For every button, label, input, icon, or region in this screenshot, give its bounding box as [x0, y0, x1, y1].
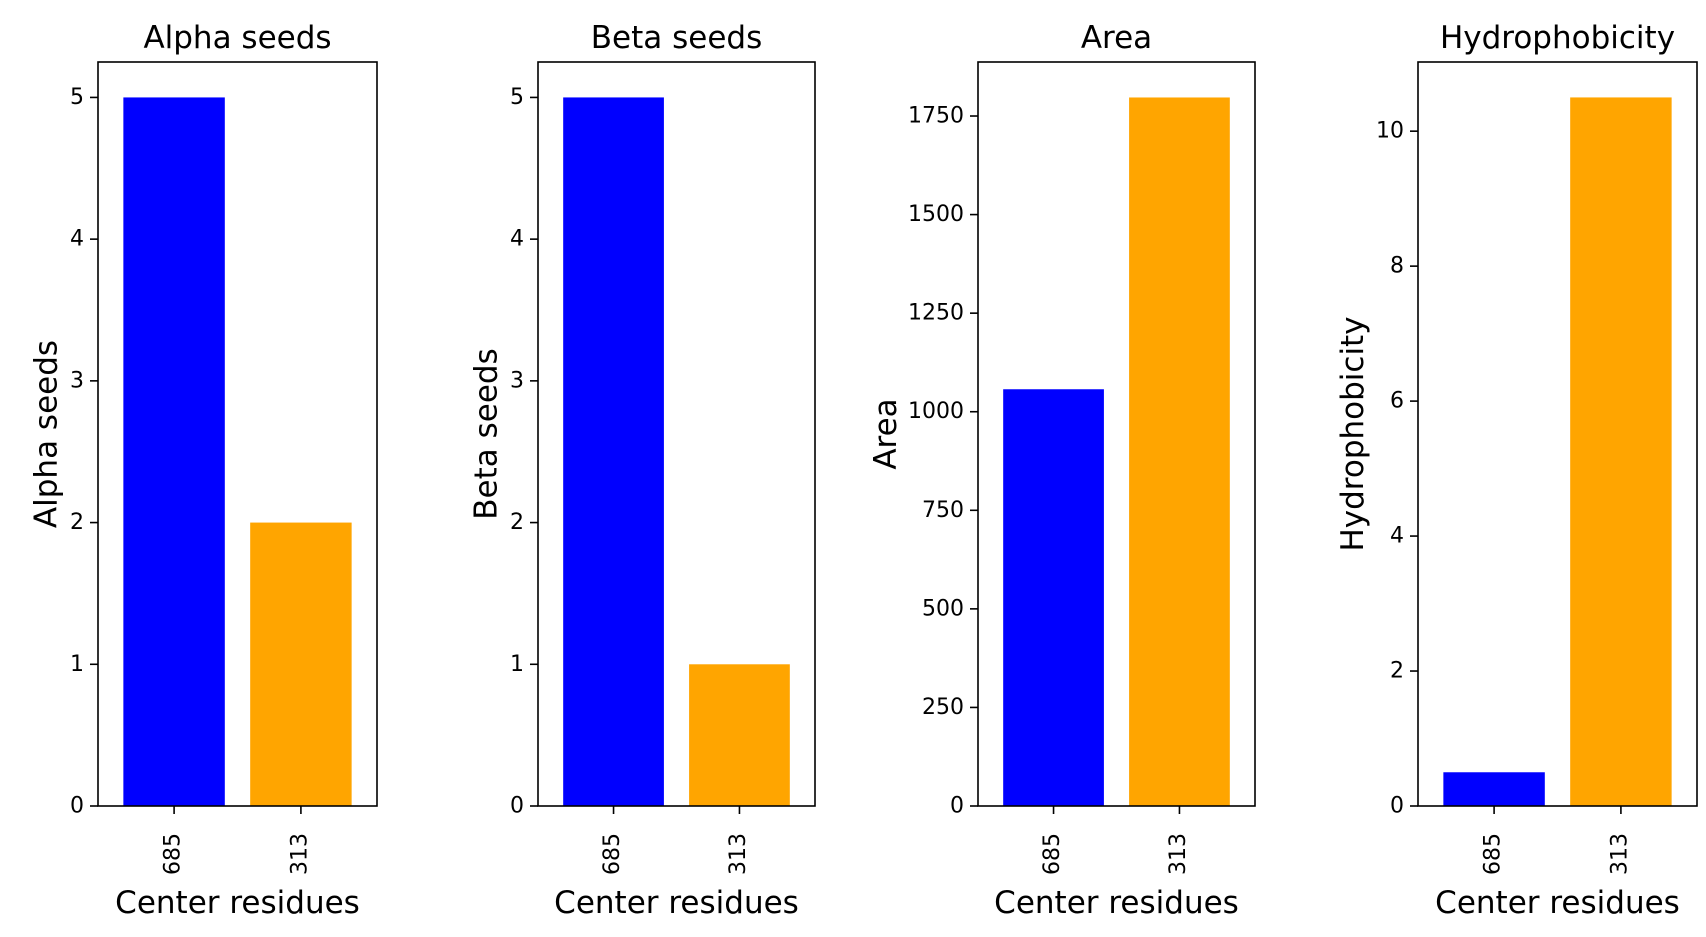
chart-title: Area	[1081, 20, 1152, 56]
x-tick-label: 685	[161, 833, 186, 875]
y-tick-label: 5	[510, 85, 524, 110]
bar-685	[1003, 389, 1104, 806]
y-axis-label: Hydrophobicity	[1335, 316, 1371, 551]
chart-panel-4: 685 313 0 2 4 6 8 10 Hydrophobicity Center residu…	[1335, 20, 1698, 921]
y-tick-label: 6	[1390, 389, 1404, 414]
y-axis-label: Area	[868, 398, 904, 469]
bar-313	[1570, 97, 1672, 807]
x-tick-label: 313	[1607, 833, 1632, 875]
y-tick-label: 1750	[908, 104, 964, 129]
bar-685	[563, 97, 664, 807]
y-tick-label: 1000	[908, 399, 964, 424]
x-axis-label: Center residues	[1435, 885, 1680, 921]
y-tick-label: 10	[1376, 119, 1404, 144]
y-tick-label: 3	[510, 368, 524, 393]
bar-685	[1443, 772, 1545, 806]
y-tick-label: 5	[70, 85, 84, 110]
x-tick-label: 685	[1040, 833, 1065, 875]
y-tick-label: 1500	[908, 202, 964, 227]
y-tick-label: 500	[922, 596, 964, 621]
y-axis-label: Alpha seeds	[29, 340, 65, 528]
x-tick-label: 685	[1481, 833, 1506, 875]
y-tick-label: 0	[70, 794, 84, 819]
plot-frame	[537, 61, 816, 807]
x-tick-label: 313	[1166, 833, 1191, 875]
y-tick-label: 0	[1390, 794, 1404, 819]
chart-panel-1: 685 313 0 1 2 3 4 5 Alpha seeds Center residues Al…	[29, 20, 378, 921]
x-axis-label: Center residues	[115, 885, 360, 921]
x-tick-label: 313	[287, 833, 312, 875]
x-tick-label: 313	[726, 833, 751, 875]
chart-title: Hydrophobicity	[1440, 20, 1675, 56]
x-axis-label: Center residues	[554, 885, 799, 921]
y-tick-label: 8	[1390, 254, 1404, 279]
bar-313	[689, 664, 790, 806]
y-tick-label: 1	[510, 652, 524, 677]
chart-panel-3: 685 313 0 250 500 750 1000 1250 1500 1750 Area Cent…	[868, 20, 1256, 921]
y-tick-label: 2	[1390, 659, 1404, 684]
plot-frame	[977, 61, 1256, 807]
y-tick-label: 4	[1390, 524, 1404, 549]
chart-panel-2: 685 313 0 1 2 3 4 5 Beta seeds Center residues Bet…	[469, 20, 816, 921]
bar-313	[250, 522, 352, 806]
y-tick-label: 1	[70, 652, 84, 677]
y-tick-label: 2	[70, 510, 84, 535]
chart-title: Alpha seeds	[143, 20, 331, 56]
y-tick-label: 0	[950, 794, 964, 819]
y-tick-label: 2	[510, 510, 524, 535]
y-tick-label: 250	[922, 695, 964, 720]
plot-frame	[97, 61, 378, 807]
y-tick-label: 1250	[908, 301, 964, 326]
y-tick-label: 3	[70, 368, 84, 393]
y-tick-label: 750	[922, 498, 964, 523]
chart-title: Beta seeds	[591, 20, 762, 56]
y-axis-label: Beta seeds	[469, 348, 505, 519]
bar-685	[123, 97, 225, 807]
x-tick-label: 685	[600, 833, 625, 875]
y-tick-label: 4	[70, 227, 84, 252]
x-axis-label: Center residues	[994, 885, 1239, 921]
bar-313	[1129, 97, 1230, 807]
y-tick-label: 4	[510, 227, 524, 252]
y-tick-label: 0	[510, 794, 524, 819]
plot-frame	[1417, 61, 1698, 807]
